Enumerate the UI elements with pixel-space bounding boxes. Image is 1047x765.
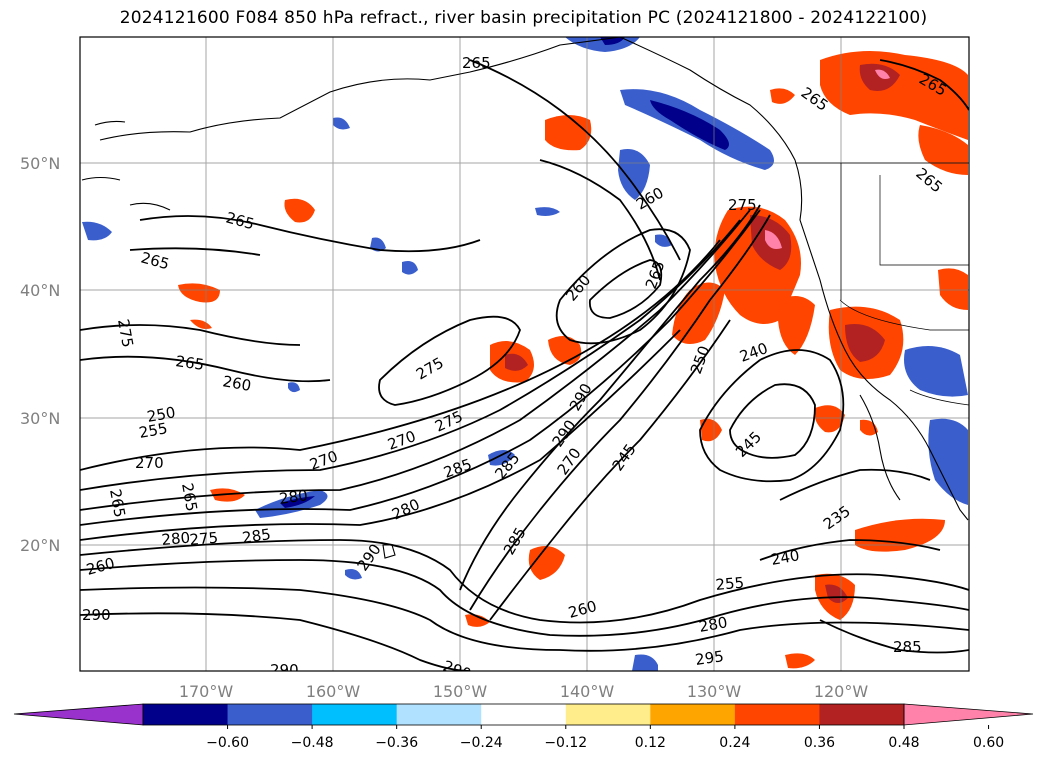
coastlines — [81, 37, 969, 559]
colorbar-tick-label: 0.24 — [719, 735, 750, 751]
colorbar-tick-label: −0.60 — [206, 735, 249, 751]
contour-label: 275 — [728, 196, 757, 214]
contour-label: 285 — [893, 638, 922, 656]
lon-label: 140°W — [560, 682, 615, 701]
colorbar-tick-label: 0.12 — [635, 735, 666, 751]
lat-label: 30°N — [20, 409, 60, 428]
colorbar-segment — [565, 704, 651, 725]
contour-label: 280 — [698, 613, 729, 636]
contour-label: 275 — [114, 318, 137, 349]
contour-label: 260 — [566, 597, 598, 622]
lon-label: 150°W — [433, 682, 488, 701]
contour-label: 275 — [189, 529, 219, 549]
contour-label: 295 — [694, 647, 725, 669]
contour-label: 270 — [135, 454, 164, 472]
contour-label: 290 — [354, 541, 385, 575]
contour-label: 255 — [138, 419, 169, 442]
contour-label: 265 — [106, 488, 129, 519]
colorbar-tick-label: −0.36 — [375, 735, 418, 751]
contour-label: 280 — [389, 495, 423, 523]
colorbar-tick-label: −0.48 — [291, 735, 334, 751]
contour-label: 265 — [462, 54, 491, 72]
contour-label: 270 — [554, 445, 585, 479]
refractivity-contours — [80, 59, 969, 671]
lon-label: 160°W — [306, 682, 361, 701]
contour-label: 265 — [174, 352, 205, 374]
contour-label: 290 — [441, 657, 474, 684]
contour-label: 280 — [161, 529, 191, 549]
contour-label: 260 — [221, 372, 252, 395]
contour-label: 240 — [770, 546, 801, 569]
contour-label: 245 — [732, 428, 765, 461]
contour-label: 270 — [385, 427, 418, 454]
contour-label: 285 — [241, 525, 272, 547]
contour-label: 265 — [139, 248, 171, 273]
map-frame — [79, 36, 970, 672]
contour-labels: 265 265 265 265 265 265 275 265 260 250 … — [82, 54, 950, 684]
contour-label: 265 — [178, 482, 201, 513]
colorbar-extension-left — [13, 703, 144, 726]
contour-label: 255 — [715, 574, 745, 594]
contour-label: 260 — [84, 554, 116, 579]
map-title: 2024121600 F084 850 hPa refract., river … — [119, 8, 928, 28]
contour-label: 275 — [432, 407, 466, 435]
latitude-axis: 50°N 40°N 30°N 20°N — [20, 154, 60, 555]
contour-label: 265 — [224, 208, 256, 233]
colorbar-segment — [734, 704, 820, 725]
colorbar-tick-label: 0.48 — [888, 735, 919, 751]
lon-label: 130°W — [687, 682, 742, 701]
colorbar-segment — [312, 704, 398, 725]
lon-label: 170°W — [179, 682, 234, 701]
colorbar-tick-label: 0.36 — [804, 735, 835, 751]
contour-label: 265 — [642, 258, 669, 291]
lon-label: 120°W — [814, 682, 869, 701]
map-plot-area: 265 265 265 265 265 265 275 265 260 250 … — [80, 37, 969, 684]
contour-label: 250 — [687, 343, 714, 376]
lat-label: 20°N — [20, 536, 60, 555]
contour-label: 290 — [82, 606, 111, 624]
colorbar: −0.60 −0.48 −0.36 −0.24 −0.12 0.12 0.24 0.36 0.4… — [13, 703, 1034, 751]
colorbar-segment — [481, 704, 567, 725]
colorbar-segment — [819, 704, 905, 725]
colorbar-tick-label: −0.24 — [460, 735, 503, 751]
contour-label: 285 — [441, 455, 474, 482]
graticule — [80, 37, 969, 671]
lat-label: 50°N — [20, 154, 60, 173]
longitude-axis: 170°W 160°W 150°W 140°W 130°W 120°W — [179, 682, 869, 701]
contour-label: 270 — [307, 447, 340, 474]
colorbar-extension-right — [903, 703, 1034, 726]
contour-label: 275 — [413, 354, 447, 384]
colorbar-segment — [227, 704, 313, 725]
colorbar-tick-label: 0.60 — [973, 735, 1004, 751]
colorbar-segment — [143, 704, 229, 725]
precip-shading — [82, 37, 968, 671]
lat-label: 40°N — [20, 281, 60, 300]
colorbar-segment — [650, 704, 736, 725]
contour-label: 240 — [737, 339, 770, 366]
contour-label: 290 — [549, 417, 580, 451]
contour-label: 235 — [820, 502, 854, 533]
colorbar-segment — [396, 704, 482, 725]
contour-label: 250 — [146, 403, 177, 426]
contour-label: 280 — [278, 486, 309, 508]
contour-label: 290 — [270, 661, 299, 679]
colorbar-tick-label: −0.12 — [544, 735, 587, 751]
